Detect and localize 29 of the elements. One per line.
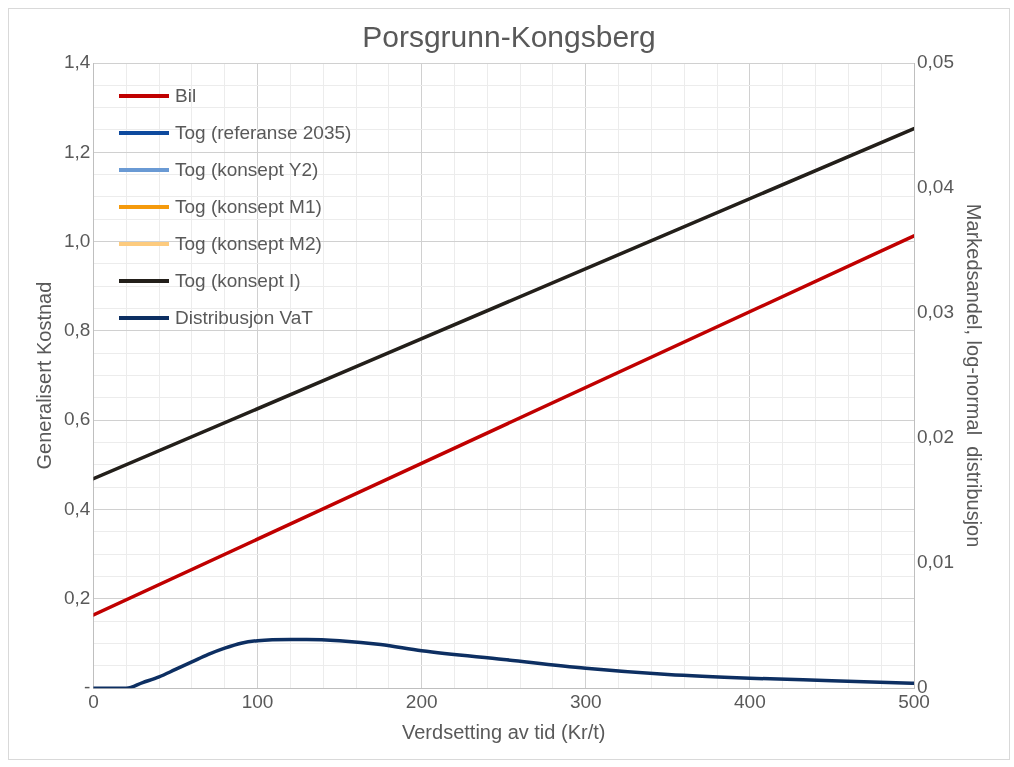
x-tick-label: 400 (734, 690, 766, 712)
y-tick-label: 0,2 (63, 587, 91, 609)
y2-tick-label: 0,02 (917, 426, 954, 448)
legend-label: Tog (konsept I) (175, 269, 301, 292)
legend-label: Tog (konsept Y2) (175, 158, 319, 181)
x-axis-title: Verdsetting av tid (Kr/t) (402, 720, 606, 743)
y2-tick-label: 0,04 (917, 176, 955, 198)
legend-label: Tog (konsept M2) (175, 232, 322, 255)
y-tick-label: 0,4 (63, 497, 91, 519)
chart-title: Porsgrunn-Kongsberg (362, 20, 656, 54)
x-tick-label: 300 (569, 690, 602, 712)
legend-label: Tog (konsept M1) (175, 195, 322, 218)
y2-tick-label: 0,05 (917, 51, 954, 73)
y-axis-title: Generalisert Kostnad (32, 281, 55, 470)
x-tick-label: 0 (88, 690, 99, 712)
y-tick-label: 0,8 (63, 319, 91, 341)
y2-tick-label: 0,03 (917, 301, 954, 323)
legend-label: Bil (175, 84, 197, 107)
legend-label: Distribusjon VaT (175, 306, 313, 329)
x-tick-label: 200 (405, 690, 438, 712)
y-tick-label: - (84, 676, 91, 698)
y-tick-label: 0,6 (63, 408, 91, 430)
y2-axis-title: Markedsandel, log-normal distribusjon (963, 203, 986, 548)
y-tick-label: 1,2 (63, 140, 91, 162)
y-tick-label: 1,0 (63, 229, 91, 251)
x-tick-label: 100 (241, 690, 274, 712)
y2-tick-label: 0,01 (917, 551, 954, 573)
y-tick-label: 1,4 (63, 51, 91, 73)
legend-label: Tog (referanse 2035) (175, 121, 352, 144)
